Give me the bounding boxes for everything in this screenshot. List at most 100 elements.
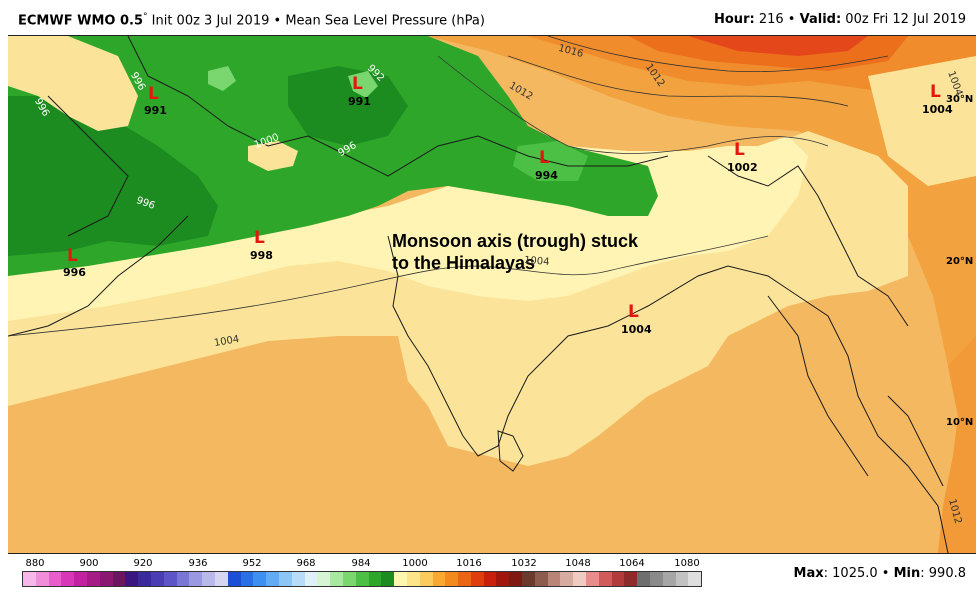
low-center-symbol: L — [539, 148, 550, 168]
colorbar-tick: 984 — [351, 558, 371, 569]
low-center-value: 1004 — [621, 323, 652, 336]
border-myanmar — [767, 295, 869, 477]
island-1000-nw — [8, 36, 138, 131]
pressure-field-svg — [8, 36, 976, 553]
monsoon-annotation: Monsoon axis (trough) stuck to the Himal… — [392, 230, 692, 274]
max-min-stats: Max: 1025.0 • Min: 990.8 — [793, 566, 966, 581]
latitude-label: 20°N — [946, 256, 974, 267]
colorbar-swatch — [573, 572, 587, 586]
colorbar-tick: 1064 — [619, 558, 645, 569]
colorbar-swatch — [662, 572, 676, 586]
coastlines — [8, 36, 949, 553]
sri-lanka-outline — [497, 430, 524, 472]
low-center-value: 1002 — [727, 161, 758, 174]
low-center-symbol: L — [930, 82, 941, 102]
model-name: ECMWF WMO 0.5 — [18, 13, 143, 29]
min-value: 990.8 — [928, 566, 966, 581]
colorbar-swatch — [214, 572, 228, 586]
annotation-line-1: Monsoon axis (trough) stuck — [392, 231, 639, 251]
annotation-line-2: to the Himalayas — [392, 253, 536, 273]
colorbar-swatch — [598, 572, 612, 586]
colorbar-tick: 1048 — [565, 558, 591, 569]
hour-label: Hour: — [714, 12, 755, 27]
low-center-value: 991 — [348, 95, 371, 108]
valid-time-info: Hour: 216 • Valid: 00z Fri 12 Jul 2019 — [714, 12, 966, 27]
colorbar-tick: 968 — [296, 558, 316, 569]
colorbar-swatch — [304, 572, 318, 586]
valid-separator: • — [787, 12, 796, 27]
colorbar-swatch — [99, 572, 113, 586]
low-center-symbol: L — [254, 228, 265, 248]
stats-separator: • — [881, 566, 890, 581]
low-center-value: 998 — [250, 249, 273, 262]
colorbar-swatch — [150, 572, 164, 586]
border-east — [707, 155, 909, 327]
colorbar-swatch — [496, 572, 510, 586]
colorbar-swatch — [688, 572, 702, 586]
colorbar-swatch — [202, 572, 215, 586]
colorbar-swatch — [23, 572, 36, 586]
low-center-symbol: L — [67, 246, 78, 266]
low-center-symbol: L — [352, 74, 363, 94]
colorbar-tick: 880 — [25, 558, 45, 569]
colorbar-swatch — [342, 572, 356, 586]
low-center-symbol: L — [148, 84, 159, 104]
colorbar-swatch — [586, 572, 599, 586]
colorbar-swatch — [560, 572, 574, 586]
valid-label: Valid: — [799, 12, 842, 27]
latitude-label: 10°N — [946, 417, 974, 428]
colorbar-swatch — [112, 572, 126, 586]
pressure-map: Monsoon axis (trough) stuck to the Himal… — [8, 35, 976, 554]
colorbar-tick: 952 — [242, 558, 262, 569]
colorbar-swatch — [74, 572, 87, 586]
colorbar-swatch — [125, 572, 139, 586]
colorbar-swatch — [138, 572, 151, 586]
colorbar-tick: 936 — [188, 558, 208, 569]
colorbar-swatch — [547, 572, 561, 586]
colorbar-swatch — [240, 572, 254, 586]
band-992-west — [8, 96, 218, 256]
colorbar-swatch — [266, 572, 279, 586]
field-name: Mean Sea Level Pressure (hPa) — [285, 13, 485, 29]
band-1012-east — [938, 336, 976, 553]
colorbar-swatch — [470, 572, 484, 586]
colorbar-swatch — [278, 572, 292, 586]
band-1024 — [688, 36, 868, 56]
colorbar-swatch — [355, 572, 369, 586]
colorbar-swatch — [611, 572, 625, 586]
low-center-value: 1004 — [922, 103, 953, 116]
isobar-1004 — [8, 235, 769, 337]
colorbar-swatch — [330, 572, 343, 586]
low-center-symbol: L — [734, 140, 745, 160]
colorbar-swatch — [419, 572, 433, 586]
colorbar-tick: 1000 — [402, 558, 428, 569]
low-center-value: 994 — [535, 169, 558, 182]
colorbar-swatch — [163, 572, 177, 586]
band-998-nepal — [513, 141, 588, 181]
min-label: Min — [893, 566, 921, 581]
colorbar-swatch — [650, 572, 663, 586]
colorbar-tick: 1016 — [456, 558, 482, 569]
map-header: ECMWF WMO 0.5° Init 00z 3 Jul 2019 • Mea… — [0, 0, 978, 34]
pressure-colorbar — [22, 571, 702, 587]
hour-value: 216 — [758, 12, 784, 27]
colorbar-swatch — [368, 572, 382, 586]
colorbar-swatch — [291, 572, 305, 586]
coastline-main — [387, 235, 949, 553]
island-1000-center — [248, 141, 298, 171]
degree-mark: ° — [143, 12, 148, 22]
colorbar-swatch — [61, 572, 75, 586]
isobar-1012 — [507, 55, 849, 107]
colorbar-swatch — [406, 572, 420, 586]
colorbar-swatch — [227, 572, 241, 586]
colorbar-swatch — [675, 572, 689, 586]
colorbar-ticks: 880 900 920 936 952 968 984 1000 1016 10… — [22, 558, 702, 570]
colorbar-swatch — [509, 572, 523, 586]
low-center-symbol: L — [628, 302, 639, 322]
colorbar-swatch — [189, 572, 203, 586]
map-title: ECMWF WMO 0.5° Init 00z 3 Jul 2019 • Mea… — [18, 12, 485, 28]
max-value: 1025.0 — [832, 566, 878, 581]
arabia-coast — [8, 215, 189, 337]
border-indochina — [887, 395, 944, 487]
colorbar-swatch — [432, 572, 446, 586]
